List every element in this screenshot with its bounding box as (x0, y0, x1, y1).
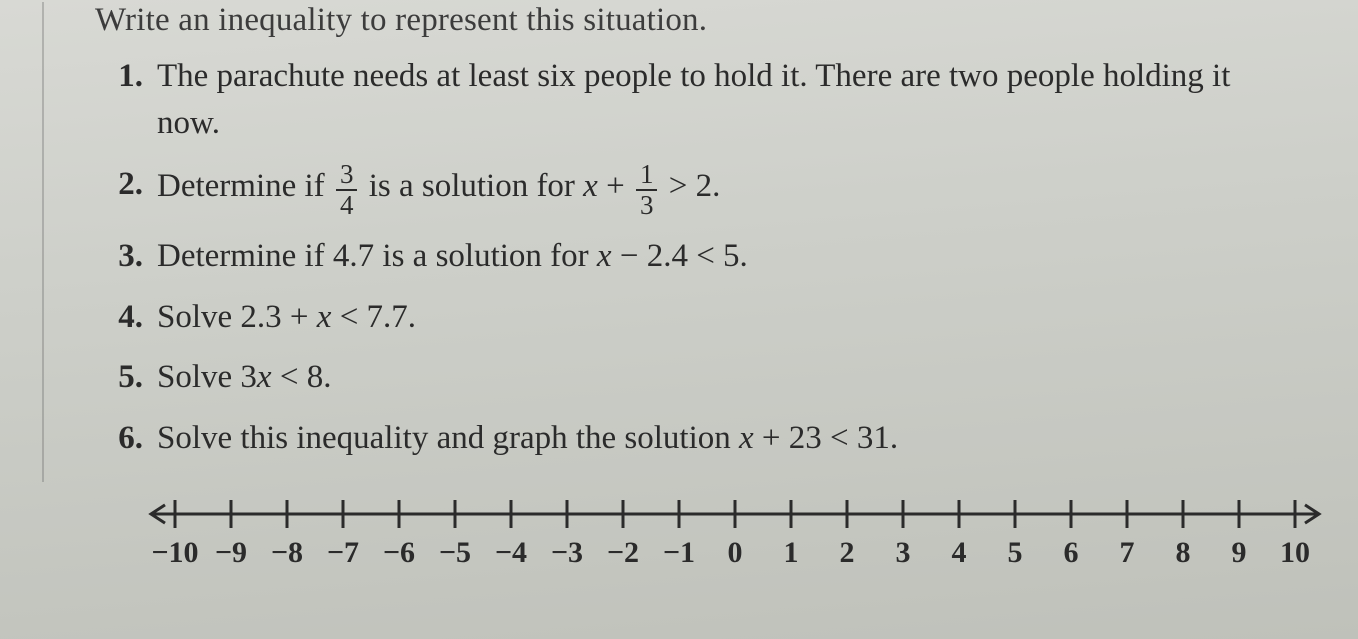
problem-number: 6. (95, 415, 143, 462)
svg-text:−2: −2 (607, 536, 639, 569)
problem-text: Determine if 34 is a solution for x + 13… (157, 161, 1298, 219)
page-border-left (42, 2, 44, 482)
fraction: 13 (636, 161, 658, 219)
problem-text: The parachute needs at least six people … (157, 53, 1298, 147)
problem-number: 2. (95, 161, 143, 208)
problem-6: 6. Solve this inequality and graph the s… (95, 415, 1298, 462)
problem-list: 1. The parachute needs at least six peop… (95, 53, 1298, 462)
svg-text:−7: −7 (327, 536, 359, 569)
svg-text:1: 1 (784, 536, 799, 569)
svg-text:−6: −6 (383, 536, 415, 569)
svg-text:8: 8 (1176, 536, 1191, 569)
number-line-svg: −10−9−8−7−6−5−4−3−2−1012345678910 (125, 488, 1345, 578)
problem-5: 5. Solve 3x < 8. (95, 354, 1298, 401)
problem-3: 3. Determine if 4.7 is a solution for x … (95, 233, 1298, 280)
problem-number: 5. (95, 354, 143, 401)
svg-text:9: 9 (1232, 536, 1247, 569)
problem-text: Solve this inequality and graph the solu… (157, 415, 1298, 462)
svg-text:−1: −1 (663, 536, 695, 569)
problem-text: Solve 2.3 + x < 7.7. (157, 294, 1298, 341)
problem-2: 2. Determine if 34 is a solution for x +… (95, 161, 1298, 219)
fraction: 34 (336, 161, 358, 219)
problem-1: 1. The parachute needs at least six peop… (95, 53, 1298, 147)
svg-text:3: 3 (896, 536, 911, 569)
svg-text:7: 7 (1120, 536, 1135, 569)
svg-text:5: 5 (1008, 536, 1023, 569)
svg-text:4: 4 (952, 536, 967, 569)
number-line: −10−9−8−7−6−5−4−3−2−1012345678910 (125, 488, 1345, 578)
problem-number: 1. (95, 53, 143, 100)
instruction-text: Write an inequality to represent this si… (95, 2, 1298, 39)
svg-text:0: 0 (728, 536, 743, 569)
svg-text:−3: −3 (551, 536, 583, 569)
problem-4: 4. Solve 2.3 + x < 7.7. (95, 294, 1298, 341)
problem-text: Solve 3x < 8. (157, 354, 1298, 401)
problem-text: Determine if 4.7 is a solution for x − 2… (157, 233, 1298, 280)
problem-number: 3. (95, 233, 143, 280)
svg-text:−4: −4 (495, 536, 527, 569)
svg-text:−10: −10 (151, 536, 198, 569)
svg-text:−8: −8 (271, 536, 303, 569)
problem-number: 4. (95, 294, 143, 341)
worksheet-page: Write an inequality to represent this si… (0, 2, 1358, 578)
svg-text:6: 6 (1064, 536, 1079, 569)
svg-text:−9: −9 (215, 536, 247, 569)
svg-text:2: 2 (840, 536, 855, 569)
svg-text:−5: −5 (439, 536, 471, 569)
svg-text:10: 10 (1280, 536, 1310, 569)
